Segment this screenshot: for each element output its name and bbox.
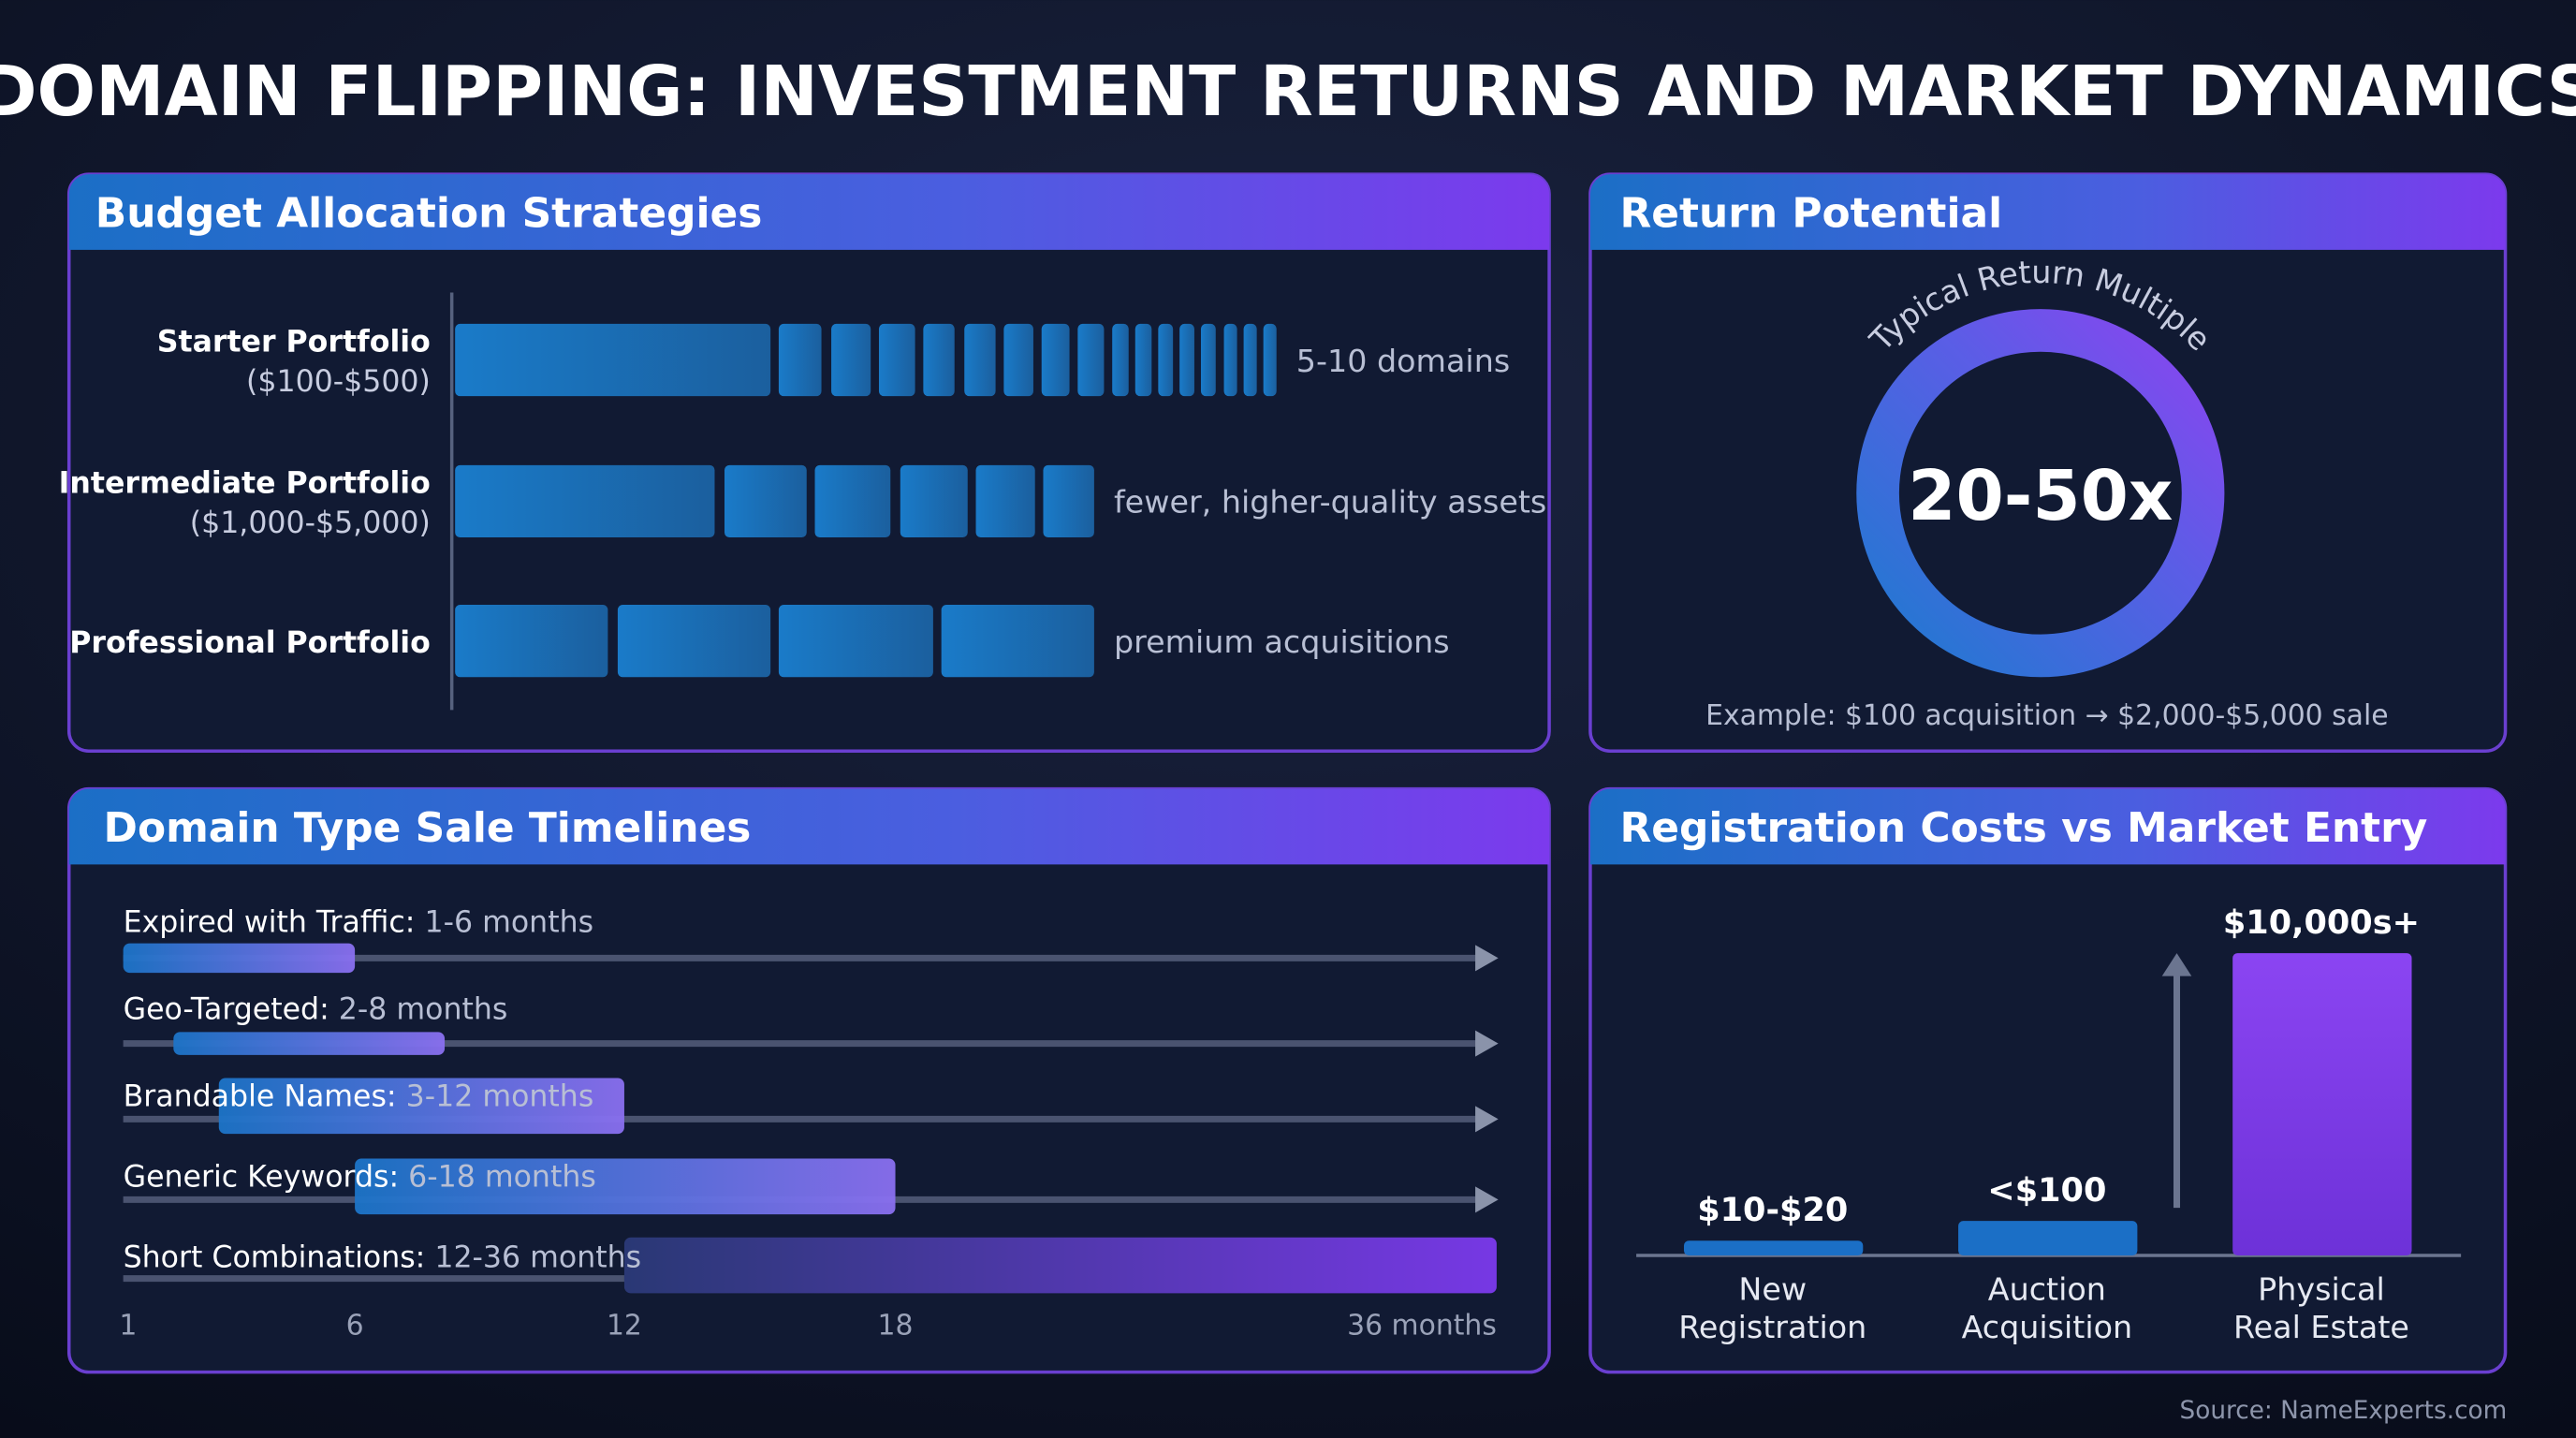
timelines-panel: Domain Type Sale Timelines Expired with … [66,786,1551,1374]
timeline-bar [623,1237,1497,1294]
cost-category: Registration [1678,1309,1866,1345]
panel-header [1589,788,2506,865]
allocation-segment [814,464,891,538]
allocation-segment [1263,323,1277,397]
allocation-segment [1200,323,1216,397]
cost-label: <$100 [1987,1171,2106,1210]
portfolio-range: ($100-$500) [246,365,431,399]
cost-category: Acquisition [1962,1309,2133,1345]
portfolio-name: Professional Portfolio [69,626,431,660]
budget-rows: Starter Portfolio ($100-$500) 5-10 domains… [59,323,1546,678]
track-arrow [1475,1186,1499,1213]
allocation-segment [878,323,915,397]
allocation-segment [964,323,996,397]
x-tick-label: 12 [607,1309,642,1342]
timeline-bar [218,1078,624,1135]
allocation-segment [831,323,871,397]
ring [1856,309,2225,678]
allocation-segment [778,323,822,397]
allocation-segment [778,605,933,678]
timeline-label: Short Combinations: 12-36 months [124,1240,641,1274]
panel-title: Budget Allocation Strategies [95,189,763,237]
allocation-segment [1223,323,1237,397]
allocation-segment [455,605,608,678]
allocation-segment [724,464,807,538]
returns-panel: Return Potential Typical Return Multiple… [1588,172,2508,753]
duration: 6-18 months [408,1160,596,1194]
allocation-segment [900,464,968,538]
duration: 3-12 months [406,1079,594,1113]
cost-category: Physical [2258,1270,2385,1307]
type-name: Brandable Names: [124,1079,397,1113]
track-arrow [1475,945,1499,972]
x-tick-label: 36 months [1347,1309,1497,1342]
timeline-bar [123,943,356,974]
timeline-bar [173,1032,446,1055]
arrow-head [2161,953,2192,976]
timeline-bar [355,1158,896,1215]
allocation-segment [1077,323,1105,397]
cost-bar [2232,953,2412,1256]
allocation-segment [1134,323,1152,397]
allocation-segment [1112,323,1129,397]
portfolio-name: Starter Portfolio [157,326,431,360]
portfolio-note: 5-10 domains [1296,343,1510,379]
allocation-segment [1043,464,1094,538]
duration: 12-36 months [434,1240,641,1274]
source: Source: NameExperts.com [2180,1397,2508,1425]
return-value: 20-50x [1908,457,2173,536]
type-name: Generic Keywords: [124,1160,399,1194]
x-tick-label: 1 [119,1309,137,1342]
portfolio-range: ($1,000-$5,000) [190,506,431,540]
allocation-segment [1179,323,1194,397]
allocation-segment [1158,323,1174,397]
type-name: Expired with Traffic: [124,905,416,939]
allocation-segment [941,605,1094,678]
cost-category: New [1738,1270,1807,1307]
x-tick-label: 18 [878,1309,914,1342]
timeline-label: Brandable Names: 3-12 months [124,1079,594,1113]
panel-header [68,174,1550,250]
allocation-segment [1243,323,1257,397]
budget-panel: Budget Allocation Strategies Starter Por… [59,172,1551,753]
cost-label: $10,000s+ [2223,903,2420,942]
x-tick-label: 6 [346,1309,364,1342]
panel-header [1589,174,2506,250]
costs-panel: Registration Costs vs Market Entry $10-$… [1588,786,2508,1374]
type-name: Geo-Targeted: [124,992,329,1026]
cost-bar [1958,1221,2138,1256]
cost-bar [1683,1240,1864,1256]
track-arrow [1475,1030,1499,1057]
allocation-segment [975,464,1035,538]
allocation-segment [1003,323,1033,397]
timeline-label: Generic Keywords: 6-18 months [124,1160,596,1194]
panel-header [68,788,1550,865]
cost-category: Auction [1988,1270,2106,1307]
timeline-label: Geo-Targeted: 2-8 months [124,992,508,1026]
allocation-segment [455,464,715,538]
page-title: DOMAIN FLIPPING: INVESTMENT RETURNS AND … [0,52,2576,132]
timeline-label: Expired with Traffic: 1-6 months [124,905,593,939]
cost-label: $10-$20 [1697,1191,1848,1229]
allocation-segment [617,605,771,678]
portfolio-note: fewer, higher-quality assets [1114,484,1546,521]
timeline-rows: Expired with Traffic: 1-6 months Geo-Targ… [119,905,1499,1342]
allocation-segment [455,323,771,397]
type-name: Short Combinations: [124,1240,426,1274]
track-arrow [1475,1106,1499,1133]
panel-title: Domain Type Sale Timelines [104,804,752,852]
panel-title: Registration Costs vs Market Entry [1620,804,2428,852]
allocation-segment [1041,323,1070,397]
portfolio-note: premium acquisitions [1114,624,1450,660]
cost-category: Real Estate [2233,1309,2409,1345]
duration: 1-6 months [424,905,593,939]
example: Example: $100 acquisition → $2,000-$5,00… [1705,699,2388,732]
allocation-segment [923,323,955,397]
duration: 2-8 months [339,992,508,1026]
portfolio-name: Intermediate Portfolio [59,467,431,501]
panel-title: Return Potential [1620,189,2003,237]
